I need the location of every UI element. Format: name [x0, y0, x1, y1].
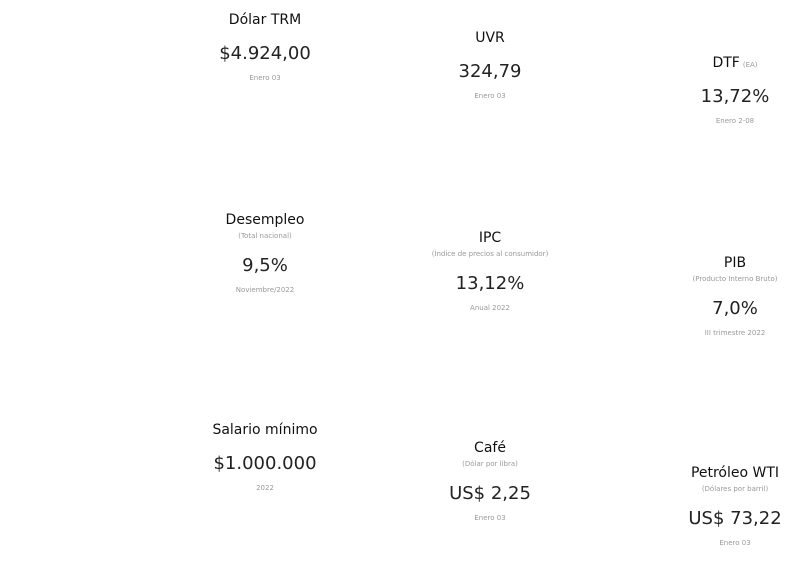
indicator-card: IPC (Índice de precios al consumidor) 13,1…: [380, 228, 600, 312]
indicator-value: 13,12%: [455, 273, 525, 294]
indicator-date: Enero 03: [719, 539, 751, 547]
indicator-date: Anual 2022: [470, 304, 510, 312]
indicator-date: 2022: [256, 484, 274, 492]
indicator-title-text: IPC: [478, 230, 502, 246]
indicator-title-text: UVR: [475, 30, 505, 46]
indicator-date: Enero 03: [474, 514, 506, 522]
indicator-card: Café (Dólar por libra) US$ 2,25 Enero 03: [380, 438, 600, 522]
indicator-value: US$ 2,25: [449, 483, 531, 504]
indicator-title: UVR: [380, 28, 600, 48]
indicator-title: IPC: [380, 228, 600, 248]
indicator-value: 324,79: [458, 61, 522, 82]
indicator-subtitle: (EA): [742, 61, 758, 69]
indicator-subtitle: (Dólares por barril): [701, 485, 769, 493]
indicator-title-text: Dólar TRM: [228, 12, 302, 28]
indicator-subtitle: (Total nacional): [238, 232, 292, 240]
indicator-title: PIB: [625, 253, 789, 273]
indicator-title-text: Desempleo: [225, 212, 305, 228]
indicator-title: Café: [380, 438, 600, 458]
indicator-card: DTF (EA) 13,72% Enero 2-08: [625, 53, 789, 125]
indicator-value: 9,5%: [242, 255, 288, 276]
indicator-card: Petróleo WTI (Dólares por barril) US$ 73,2…: [625, 463, 789, 547]
indicator-value: 7,0%: [712, 298, 758, 319]
indicator-card: PIB (Producto Interno Bruto) 7,0% III trime…: [625, 253, 789, 337]
indicator-subtitle: (Índice de precios al consumidor): [431, 250, 549, 258]
indicator-title: Dólar TRM: [155, 10, 375, 30]
indicator-title-text: Salario mínimo: [212, 422, 318, 438]
indicator-date: Noviembre/2022: [235, 286, 295, 294]
indicator-value: $4.924,00: [219, 43, 311, 64]
indicator-card: Desempleo (Total nacional) 9,5% Noviembre/2…: [155, 210, 375, 294]
indicator-value: US$ 73,22: [688, 508, 782, 529]
indicator-value: $1.000.000: [213, 453, 317, 474]
indicator-date: Enero 03: [474, 92, 506, 100]
indicator-value: 13,72%: [700, 86, 770, 107]
indicator-date: III trimestre 2022: [704, 329, 766, 337]
indicator-title: Petróleo WTI: [625, 463, 789, 483]
indicator-card: Salario mínimo $1.000.000 2022: [155, 420, 375, 492]
indicator-title: Desempleo: [155, 210, 375, 230]
indicator-date: Enero 03: [249, 74, 281, 82]
indicator-date: Enero 2-08: [715, 117, 755, 125]
indicator-subtitle: (Producto Interno Bruto): [692, 275, 778, 283]
indicator-title-text: Petróleo WTI: [690, 465, 780, 481]
indicator-title-text: Café: [474, 440, 506, 456]
indicator-title: DTF (EA): [625, 53, 789, 73]
indicator-title-text: PIB: [723, 255, 747, 271]
indicator-title-text: DTF: [712, 55, 740, 71]
indicator-card: Dólar TRM $4.924,00 Enero 03: [155, 10, 375, 82]
indicator-subtitle: (Dólar por libra): [462, 460, 518, 468]
indicator-card: UVR 324,79 Enero 03: [380, 28, 600, 100]
indicator-title: Salario mínimo: [155, 420, 375, 440]
